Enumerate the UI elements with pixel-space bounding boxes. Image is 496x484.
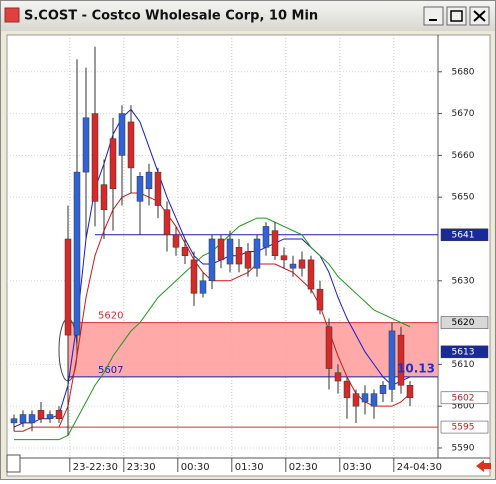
candle-body (82, 117, 90, 173)
candle-body (181, 247, 189, 256)
candle-body (280, 255, 288, 261)
level-label: 5607 (98, 365, 123, 376)
candle-body (136, 176, 144, 202)
candle-body (379, 385, 387, 394)
candle-body (154, 171, 162, 206)
candle-body (91, 113, 99, 202)
corner-box[interactable] (6, 454, 21, 473)
candle-body (262, 226, 270, 248)
candle-body (361, 393, 369, 403)
y-tick-label: 5600 (452, 402, 475, 412)
candle-body (253, 238, 261, 269)
candle-body (28, 414, 36, 424)
zone (68, 322, 438, 377)
maximize-button[interactable] (446, 6, 467, 26)
candle-body (208, 238, 216, 282)
candle-body (244, 251, 252, 269)
price-tag (440, 316, 489, 329)
button-face[interactable] (446, 6, 467, 26)
title-bar (1, 1, 495, 31)
level-label: 5620 (98, 311, 123, 322)
candle-body (289, 263, 297, 269)
close-button[interactable] (469, 6, 490, 26)
price-tag-label: 5602 (452, 393, 475, 403)
price-tag (440, 391, 489, 405)
candle-body (145, 171, 153, 190)
x-tick-label: 23-22:30 (73, 462, 118, 473)
x-tick-label: 23:30 (127, 462, 156, 473)
annotation: 10.13 (397, 362, 435, 376)
y-tick-label: 5660 (452, 151, 475, 161)
y-tick-label: 5630 (452, 276, 475, 286)
candle-body (46, 414, 54, 419)
candle-body (334, 372, 342, 382)
price-tag-label: 5620 (452, 318, 475, 328)
candle-body (190, 259, 198, 294)
candle-body (406, 385, 414, 399)
candle-body (73, 171, 81, 336)
candle-body (352, 393, 360, 407)
candle-body (397, 334, 405, 386)
x-tick-label: 03:30 (343, 462, 372, 473)
price-tag-label: 5641 (452, 230, 475, 240)
candle-body (370, 393, 378, 407)
candle-body (217, 238, 225, 261)
candle-body (307, 259, 315, 290)
candle-body (109, 138, 117, 190)
candle-body (163, 209, 171, 236)
candle-body (298, 259, 306, 269)
y-tick-label: 5590 (452, 443, 475, 453)
candle-body (55, 410, 63, 419)
y-tick-label: 5680 (452, 67, 475, 77)
price-tag-label: 5595 (452, 423, 475, 433)
button-face[interactable] (423, 6, 444, 26)
candle-body (388, 330, 396, 390)
price-tag (440, 228, 489, 242)
candle-body (199, 280, 207, 294)
maximize-glyph (450, 10, 463, 22)
candle-body (19, 414, 27, 424)
close-glyph (473, 10, 486, 22)
x-tick-label: 01:30 (235, 462, 264, 473)
candle-body (64, 238, 72, 336)
candle-body (226, 238, 234, 265)
candle-body (316, 288, 324, 311)
price-tag (440, 345, 489, 359)
window-title: S.COST - Costco Wholesale Corp, 10 Min (24, 9, 318, 24)
candle-body (271, 230, 279, 256)
scroll-arrow[interactable] (476, 460, 491, 472)
candle-body (172, 234, 180, 248)
candle-body (100, 184, 108, 210)
candle-body (118, 113, 126, 156)
candle-body (127, 121, 135, 169)
candle-body (343, 380, 351, 399)
plot-area: 5590 5600 5610 5630 5650 5660 5670 5680 23-22:30… (7, 35, 489, 473)
candle-body (10, 418, 18, 424)
candle-body (235, 247, 243, 265)
candle-body (325, 326, 333, 369)
y-tick-label: 5610 (452, 360, 475, 370)
y-tick-label: 5650 (452, 193, 475, 203)
x-tick-label: 24-04:30 (397, 462, 442, 473)
candle-body (37, 410, 45, 419)
x-tick-label: 02:30 (289, 462, 318, 473)
minimize-button[interactable] (423, 6, 444, 26)
app-icon (4, 7, 20, 23)
price-tag-label: 5613 (452, 347, 475, 357)
y-tick-label: 5670 (452, 109, 475, 119)
x-tick-label: 00:30 (181, 462, 210, 473)
price-tag (440, 420, 489, 434)
